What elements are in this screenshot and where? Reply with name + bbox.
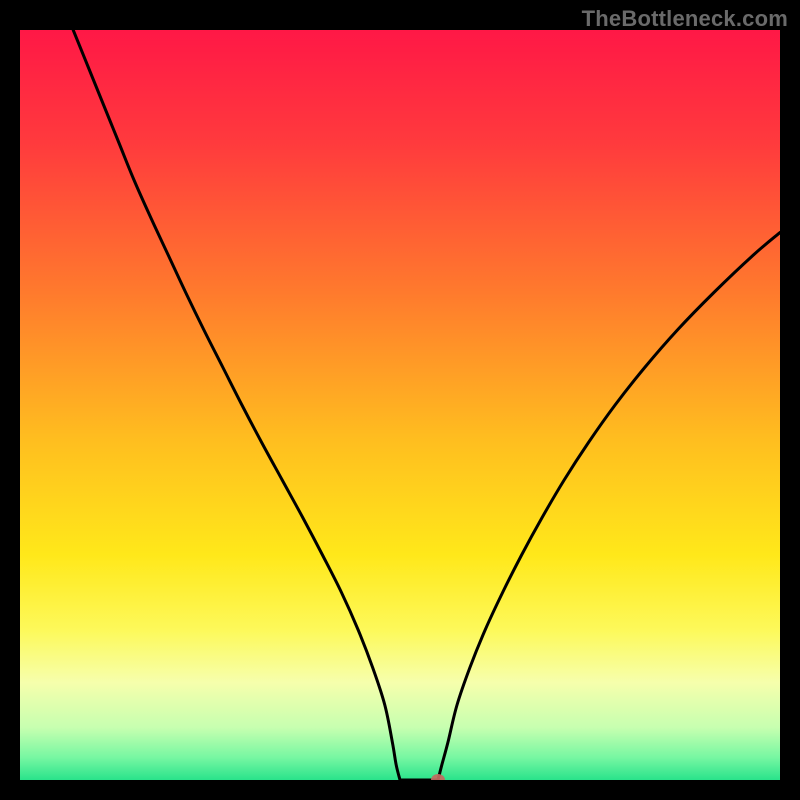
plot-svg	[20, 30, 780, 780]
chart-container: TheBottleneck.com	[0, 0, 800, 800]
gradient-background	[20, 30, 780, 780]
watermark-text: TheBottleneck.com	[582, 6, 788, 32]
plot-area	[20, 30, 780, 780]
